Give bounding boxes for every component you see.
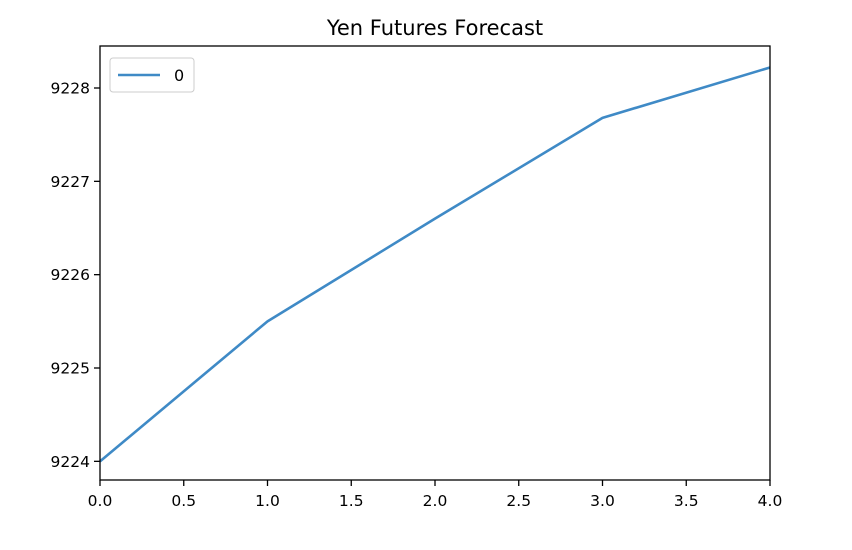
x-tick-label: 0.5: [171, 492, 196, 510]
series-group: [99, 66, 771, 463]
legend: 0: [109, 57, 195, 93]
x-tick-label: 0.0: [88, 492, 113, 510]
series-line-0: [99, 66, 771, 463]
x-tick-label: 2.5: [506, 492, 531, 510]
y-tick-label: 9225: [51, 360, 90, 378]
chart-title: Yen Futures Forecast: [326, 16, 543, 40]
y-tick-label: 9227: [51, 173, 90, 191]
x-tick-label: 1.0: [255, 492, 280, 510]
x-axis-ticks: 0.0 0.5 1.0 1.5 2.0 2.5 3.0 3.5 4.0: [88, 480, 783, 510]
x-tick-label: 4.0: [758, 492, 783, 510]
x-tick-label: 1.5: [339, 492, 364, 510]
x-tick-label: 3.0: [590, 492, 615, 510]
y-axis-ticks: 9224 9225 9226 9227 9228: [51, 80, 100, 471]
y-tick-label: 9224: [51, 453, 90, 471]
y-tick-label: 9226: [51, 266, 90, 284]
x-tick-label: 2.0: [423, 492, 448, 510]
legend-label-0: 0: [174, 66, 184, 85]
y-tick-label: 9228: [51, 80, 90, 98]
x-tick-label: 3.5: [674, 492, 699, 510]
plot-frame: [99, 45, 771, 481]
